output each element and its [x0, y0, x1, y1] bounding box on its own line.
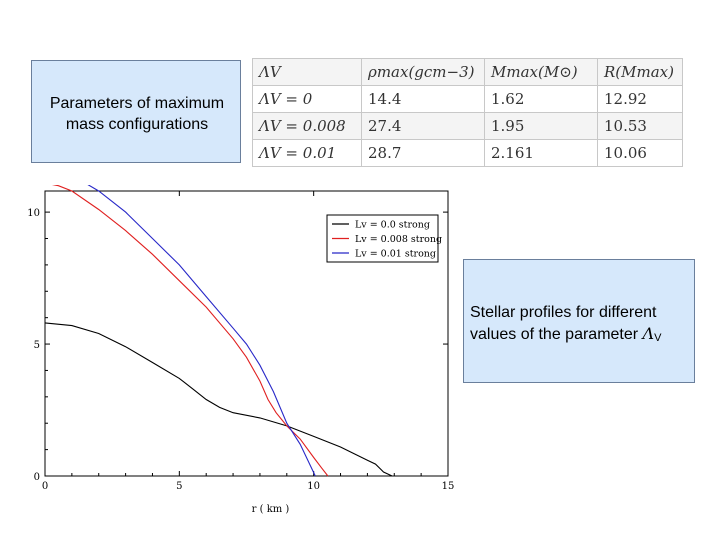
x-tick-label: 10: [307, 481, 320, 492]
cell-mass: 2.161: [484, 139, 598, 167]
table-row: ΛV = 0 14.4 1.62 12.92: [252, 85, 683, 113]
params-caption-line2: mass configurations: [65, 116, 209, 133]
y-tick-label: 5: [34, 340, 40, 351]
legend-label-2: Lv = 0.01 strong: [355, 249, 436, 260]
legend-label-0: Lv = 0.0 strong: [355, 220, 430, 231]
cell-rho: 28.7: [361, 139, 485, 167]
x-tick-label: 15: [442, 481, 455, 492]
profiles-caption-prefix: values of the parameter: [470, 326, 643, 343]
cell-lambda: ΛV = 0.01: [252, 139, 362, 167]
max-mass-table: ΛV ρmax(gcm−3) Mmax(M⊙) R(Mmax) ΛV = 0 1…: [252, 58, 683, 167]
cell-radius: 10.06: [597, 139, 683, 167]
cell-lambda: ΛV = 0.008: [252, 112, 362, 140]
header-mass: Mmax(M⊙): [484, 58, 598, 86]
params-caption-line1: Parameters of maximum: [49, 95, 225, 112]
cell-mass: 1.62: [484, 85, 598, 113]
cell-lambda: ΛV = 0: [252, 85, 362, 113]
y-tick-label: 0: [34, 472, 40, 483]
legend-label-1: Lv = 0.008 strong: [355, 234, 442, 245]
lambda-subscript: V: [654, 332, 662, 344]
series-line-1: [51, 185, 329, 477]
plot-frame: [44, 190, 449, 477]
stellar-profile-chart: 0 5 10 15 0 5 10 r ( km ) Lv = 0.0 strong Lv = 0.…: [27, 185, 455, 515]
header-radius: R(Mmax): [597, 58, 683, 86]
table-header-row: ΛV ρmax(gcm−3) Mmax(M⊙) R(Mmax): [252, 58, 683, 86]
params-caption: Parameters of maximum mass configuration…: [35, 93, 239, 135]
x-tick-label: 5: [176, 481, 182, 492]
cell-mass: 1.95: [484, 112, 598, 140]
cell-rho: 27.4: [361, 112, 485, 140]
profiles-caption-line1: Stellar profiles for different: [470, 304, 657, 321]
profiles-caption: Stellar profiles for different values of…: [470, 302, 661, 349]
y-tick-label: 10: [27, 208, 40, 219]
cell-radius: 10.53: [597, 112, 683, 140]
table-row: ΛV = 0.008 27.4 1.95 10.53: [252, 112, 683, 140]
header-rho: ρmax(gcm−3): [361, 58, 485, 86]
profiles-caption-line2: values of the parameter ΛV: [470, 323, 661, 349]
profiles-caption-box: Stellar profiles for different values of…: [463, 259, 695, 383]
table-row: ΛV = 0.01 28.7 2.161 10.06: [252, 139, 683, 167]
series-line-0: [44, 322, 393, 477]
cell-radius: 12.92: [597, 85, 683, 113]
cell-rho: 14.4: [361, 85, 485, 113]
header-lambda: ΛV: [252, 58, 362, 86]
params-caption-box: Parameters of maximum mass configuration…: [31, 60, 241, 163]
x-axis-label: r ( km ): [252, 504, 290, 515]
series-line-2: [87, 185, 316, 477]
x-tick-label: 0: [42, 481, 48, 492]
lambda-symbol: Λ: [642, 324, 655, 343]
